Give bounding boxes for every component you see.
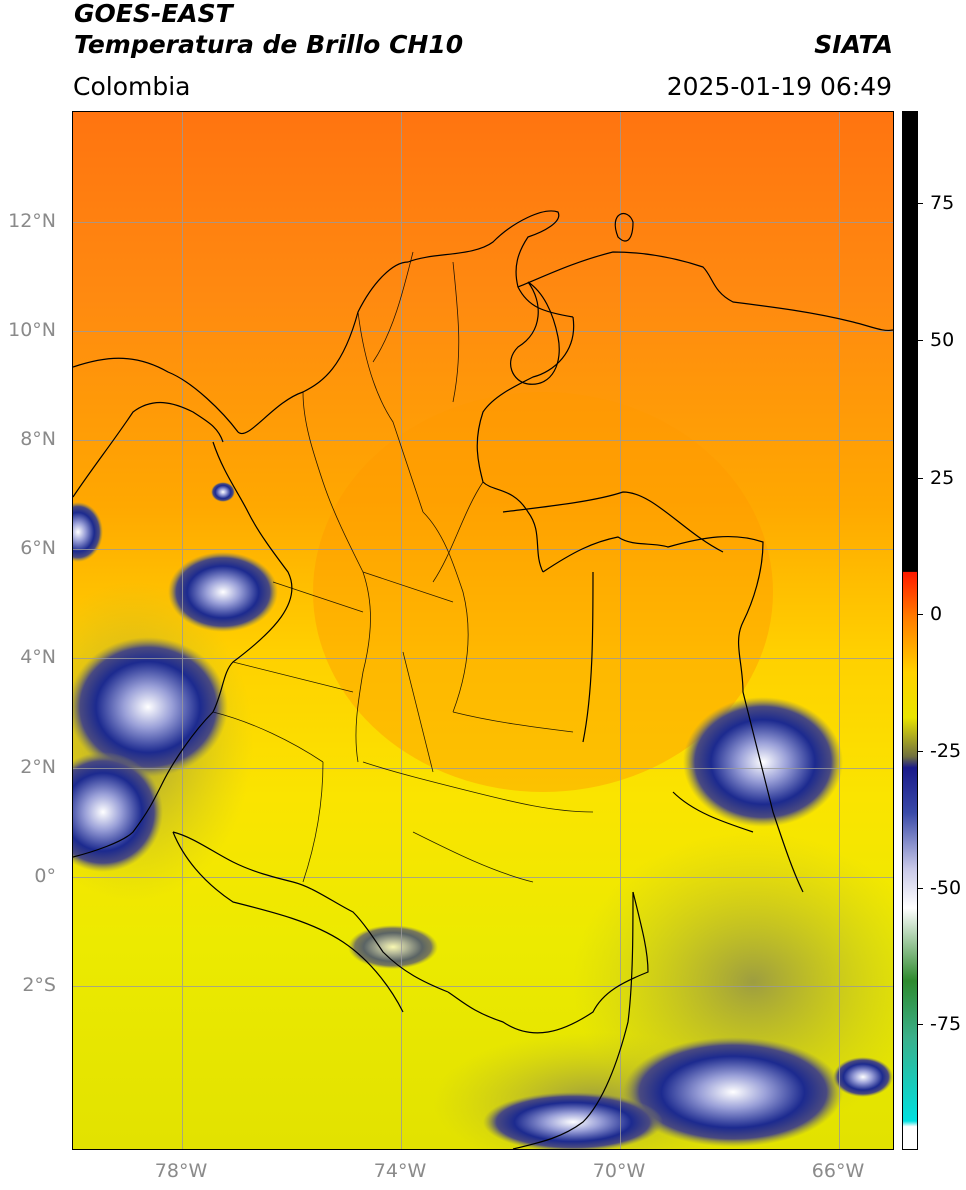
colorbar-label: 75 (930, 192, 955, 214)
lon-label: 66°W (811, 1160, 865, 1182)
colorbar-label: 25 (930, 467, 955, 489)
map-canvas (73, 112, 893, 1149)
colorbar (902, 111, 918, 1150)
lon-label: 70°W (592, 1160, 646, 1182)
cloud-cluster (683, 697, 843, 827)
colorbar-label: -75 (930, 1013, 962, 1035)
colorbar-tick (917, 751, 923, 752)
lon-label: 78°W (154, 1160, 208, 1182)
colorbar-label: 50 (930, 329, 955, 351)
department-borders (212, 251, 594, 883)
cloud-cluster (73, 637, 228, 777)
cloud-cluster (168, 552, 278, 632)
datetime-label: 2025-01-19 06:49 (666, 72, 892, 101)
cloud-cluster (623, 1037, 843, 1147)
cloud-cluster (73, 502, 103, 562)
lat-label: 4°N (20, 646, 56, 668)
lat-label: 10°N (8, 319, 56, 341)
colorbar-label: 0 (930, 603, 943, 625)
region-label: Colombia (73, 72, 191, 101)
organization-label: SIATA (814, 30, 893, 59)
colorbar-fill (903, 112, 917, 1149)
colorbar-gradient (903, 112, 917, 1149)
colorbar-tick (917, 340, 923, 341)
colorbar-tick (917, 888, 923, 889)
colorbar-tick (917, 203, 923, 204)
lat-label: 6°N (20, 537, 56, 559)
product-title: Temperatura de Brillo CH10 (74, 30, 464, 59)
colorbar-tick (917, 1024, 923, 1025)
satellite-title: GOES-EAST (74, 0, 233, 28)
warm-region (313, 392, 773, 792)
lat-label: 2°S (22, 974, 56, 996)
cloud-cluster (348, 925, 438, 969)
colorbar-tick (917, 478, 923, 479)
borders (73, 210, 893, 1149)
gridlines (73, 112, 893, 1149)
cloud-cluster (483, 1092, 663, 1149)
satellite-map (72, 111, 894, 1150)
lon-label: 74°W (373, 1160, 427, 1182)
cloud-cluster (833, 1057, 893, 1097)
lat-label: 12°N (8, 210, 56, 232)
lat-label: 0° (34, 865, 56, 887)
cloud-cluster (211, 482, 235, 502)
colorbar-label: -25 (930, 740, 962, 762)
lat-label: 2°N (20, 756, 56, 778)
cloud-cluster (73, 752, 163, 872)
lat-label: 8°N (20, 428, 56, 450)
colorbar-label: -50 (930, 877, 962, 899)
colorbar-tick (917, 614, 923, 615)
